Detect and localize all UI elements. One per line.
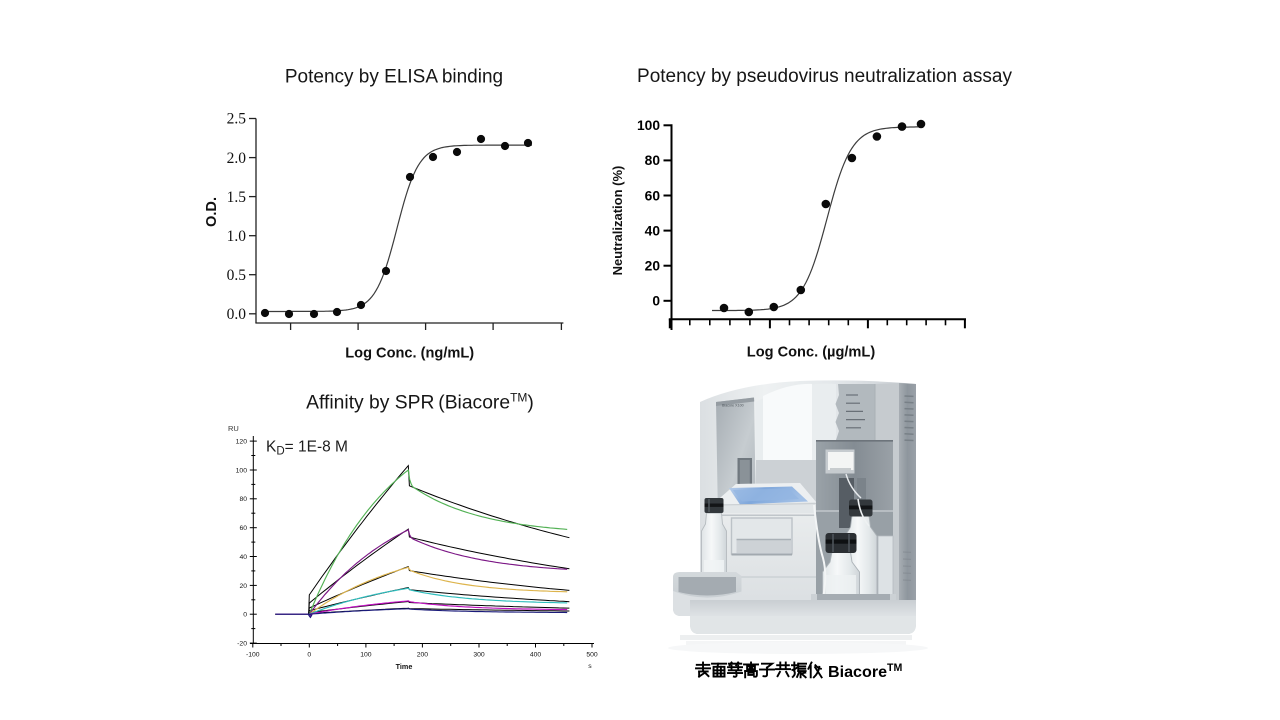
svg-text:KD= 1E-8 M: KD= 1E-8 M [266, 439, 348, 458]
svg-text:20: 20 [239, 583, 247, 590]
svg-text:100: 100 [637, 118, 660, 133]
svg-text:300: 300 [473, 652, 485, 659]
svg-text:120: 120 [236, 439, 248, 446]
svg-text:-100: -100 [246, 652, 260, 659]
svg-text:0: 0 [307, 652, 311, 659]
svg-text:40: 40 [239, 554, 247, 561]
svg-text:Potency by pseudovirus neutral: Potency by pseudovirus neutralization as… [637, 66, 1012, 87]
svg-text:0: 0 [243, 612, 247, 619]
svg-text:Neutralization (%): Neutralization (%) [610, 166, 625, 276]
svg-text:100: 100 [236, 467, 248, 474]
svg-text:200: 200 [417, 652, 429, 659]
svg-text:s: s [588, 663, 592, 670]
svg-text:80: 80 [239, 496, 247, 503]
svg-text:400: 400 [530, 652, 542, 659]
svg-text:1.5: 1.5 [227, 189, 247, 206]
svg-text:Log Conc. (µg/mL): Log Conc. (µg/mL) [747, 345, 876, 361]
svg-text:O.D.: O.D. [204, 197, 220, 227]
svg-text:Biacore X100: Biacore X100 [722, 404, 744, 408]
svg-text:500: 500 [586, 652, 598, 659]
svg-text:0.5: 0.5 [227, 267, 247, 284]
svg-text:100: 100 [360, 652, 372, 659]
svg-text:RU: RU [228, 424, 239, 433]
svg-text:Log Conc. (ng/mL): Log Conc. (ng/mL) [345, 346, 474, 362]
svg-text:40: 40 [645, 223, 661, 238]
svg-text:Affinity by SPR (BiacoreTM): Affinity by SPR (BiacoreTM) [306, 391, 534, 414]
svg-text:2.0: 2.0 [227, 150, 247, 167]
svg-text:1.0: 1.0 [227, 228, 247, 245]
svg-text:-20: -20 [237, 641, 247, 648]
svg-text:0.0: 0.0 [227, 306, 247, 323]
svg-text:BiacoreTM: BiacoreTM [828, 662, 903, 681]
svg-text:Potency by ELISA binding: Potency by ELISA binding [285, 67, 503, 88]
svg-text:2.5: 2.5 [227, 111, 247, 128]
svg-text:60: 60 [645, 188, 661, 203]
svg-text:20: 20 [645, 259, 661, 274]
svg-text:Time: Time [396, 662, 413, 671]
svg-text:60: 60 [239, 525, 247, 532]
svg-text:0: 0 [652, 294, 660, 309]
svg-text:80: 80 [645, 153, 661, 168]
